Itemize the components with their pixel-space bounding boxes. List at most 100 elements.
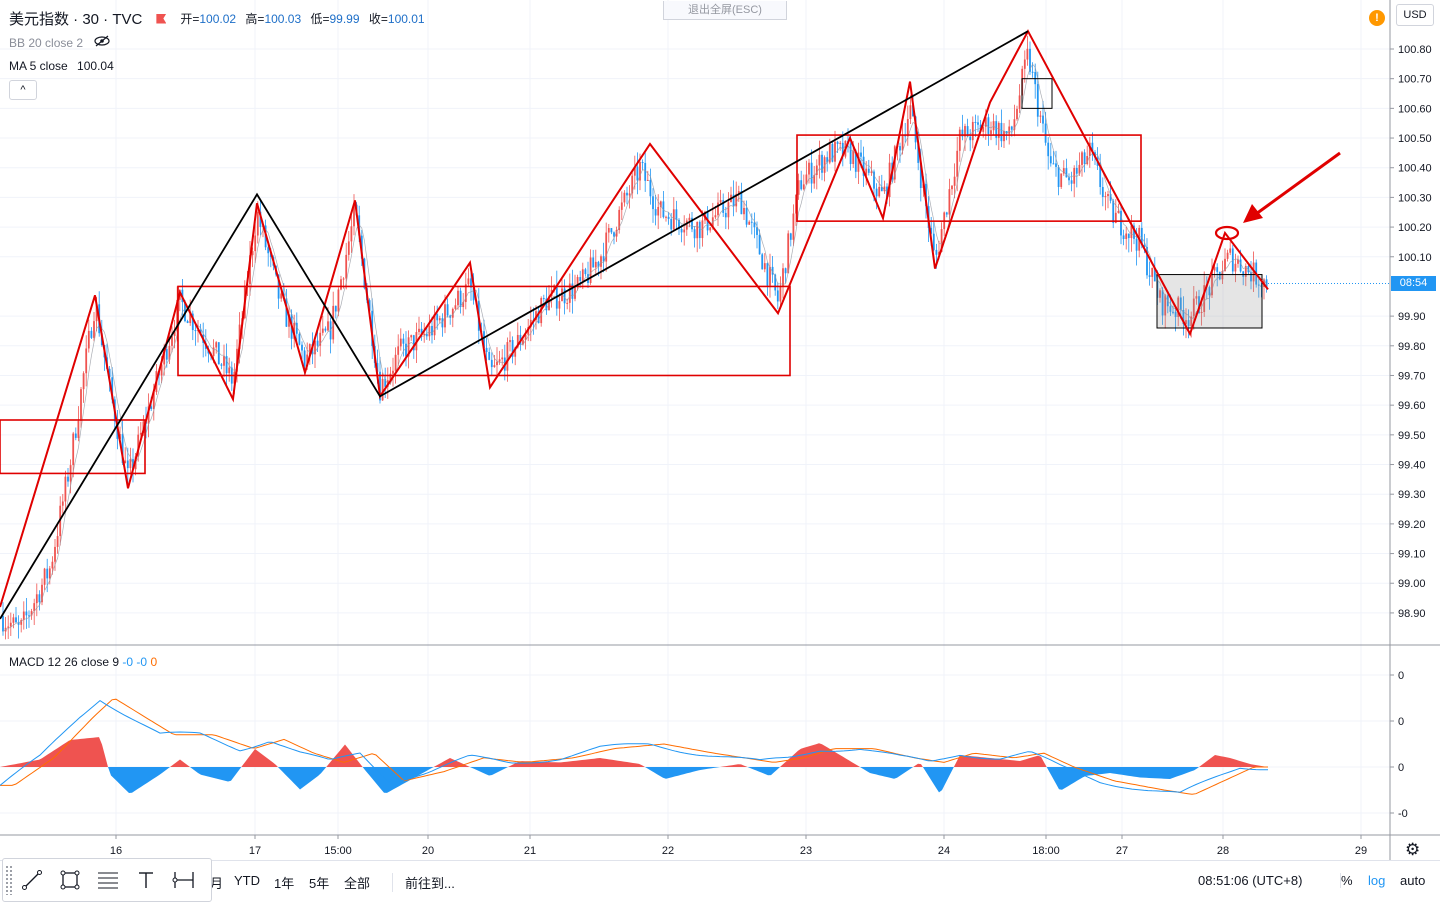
candles: [2, 35, 1268, 640]
text-tool-icon[interactable]: [127, 862, 165, 898]
candle-body: [769, 266, 771, 286]
candle-body: [602, 256, 605, 262]
candle-body: [821, 154, 823, 173]
candle-body: [394, 354, 397, 371]
flag-icon[interactable]: [156, 13, 167, 24]
candle-body: [173, 331, 176, 337]
candle-body: [256, 211, 259, 236]
candle-body: [774, 274, 777, 291]
chevron-up-icon: ^: [20, 84, 26, 96]
bb-indicator[interactable]: BB 20 close 2: [9, 35, 110, 50]
candle-body: [423, 333, 426, 336]
candle-body: [553, 285, 556, 290]
warning-icon[interactable]: !: [1369, 10, 1385, 26]
settings-icon[interactable]: ⚙: [1405, 840, 1421, 859]
candle-body: [1250, 272, 1252, 282]
range-ytd[interactable]: YTD: [234, 873, 260, 888]
fib-tool-icon[interactable]: [89, 862, 127, 898]
price-tick-label: 99.50: [1398, 430, 1426, 442]
candle-body: [657, 206, 660, 216]
candle-body: [828, 143, 831, 163]
candle-body: [782, 268, 784, 286]
candle-body: [191, 313, 194, 331]
candle-body: [691, 217, 693, 230]
measure-tool-icon[interactable]: [165, 862, 203, 898]
macd-tick-label: -0: [1398, 808, 1408, 820]
ma-indicator[interactable]: MA 5 close 100.04: [9, 59, 114, 73]
percent-toggle[interactable]: %: [1340, 873, 1353, 888]
candle-body: [1036, 84, 1039, 117]
candle-body: [633, 166, 636, 176]
candle-body: [1029, 48, 1031, 72]
exit-fullscreen-button[interactable]: 退出全屏(ESC): [663, 1, 787, 20]
candle-body: [592, 257, 595, 268]
candle-body: [792, 213, 795, 240]
candle-body: [1104, 196, 1107, 198]
candle-body: [836, 141, 839, 144]
range-1y[interactable]: 1年: [274, 876, 295, 891]
candle-body: [548, 296, 550, 311]
high-label: 高=: [245, 12, 265, 26]
candle-body: [368, 300, 371, 311]
candle-body: [815, 165, 818, 176]
candle-body: [1234, 263, 1237, 272]
candle-body: [340, 279, 342, 290]
range-month[interactable]: 月: [210, 876, 224, 891]
candle-body: [1185, 320, 1187, 325]
symbol-header[interactable]: 美元指数 · 30 · TVC 开=100.02 高=100.03 低=99.9…: [9, 8, 431, 29]
candle-body: [860, 152, 862, 157]
range-all[interactable]: 全部: [344, 876, 371, 891]
candle-body: [862, 156, 865, 176]
candle-body: [259, 211, 262, 227]
candle-body: [25, 611, 28, 616]
candle-body: [15, 617, 17, 623]
candle-body: [472, 287, 475, 301]
candle-body: [789, 233, 792, 240]
candle-body: [342, 278, 345, 280]
candle-body: [420, 328, 423, 336]
arrow-head: [1243, 204, 1263, 223]
candle-body: [795, 194, 797, 214]
price-tick-label: 100.50: [1398, 133, 1432, 145]
log-toggle[interactable]: log: [1368, 873, 1386, 888]
candle-body: [1091, 142, 1094, 153]
candle-body: [308, 344, 311, 355]
candle-body: [389, 373, 392, 381]
candle-body: [865, 168, 868, 176]
candle-body: [225, 356, 228, 374]
candle-body: [459, 290, 462, 308]
candle-body: [779, 285, 782, 302]
eye-off-icon[interactable]: [94, 35, 110, 50]
candle-body: [685, 220, 688, 230]
symbol-title: 美元指数 · 30 · TVC: [9, 11, 143, 28]
rectangle-tool-icon[interactable]: [51, 862, 89, 898]
trendline-tool-icon[interactable]: [13, 862, 51, 898]
candle-body: [935, 249, 938, 255]
candle-body: [961, 129, 964, 137]
goto-button[interactable]: 前往到...: [392, 873, 455, 892]
candle-body: [1083, 152, 1086, 164]
candle-body: [64, 476, 67, 502]
auto-toggle[interactable]: auto: [1400, 873, 1426, 888]
collapse-button[interactable]: ^: [9, 80, 37, 100]
candle-body: [194, 330, 197, 332]
candle-body: [761, 254, 764, 270]
candle-body: [940, 229, 943, 252]
candle-body: [698, 221, 701, 239]
candle-body: [740, 191, 743, 215]
candle-body: [568, 283, 571, 303]
candle-body: [295, 322, 298, 334]
candle-body: [1221, 270, 1224, 280]
macd-legend[interactable]: MACD 12 26 close 9 -0 -0 0: [9, 655, 157, 669]
drag-handle[interactable]: [5, 865, 13, 895]
time-tick-label: 22: [662, 845, 674, 857]
annotation-box: [0, 419, 146, 475]
candle-body: [298, 333, 301, 345]
candle-body: [618, 209, 621, 230]
candle-body: [163, 349, 166, 365]
currency-button[interactable]: USD: [1396, 4, 1434, 26]
annotations[interactable]: [0, 29, 1390, 620]
range-5y[interactable]: 5年: [309, 876, 330, 891]
candle-body: [545, 298, 548, 311]
